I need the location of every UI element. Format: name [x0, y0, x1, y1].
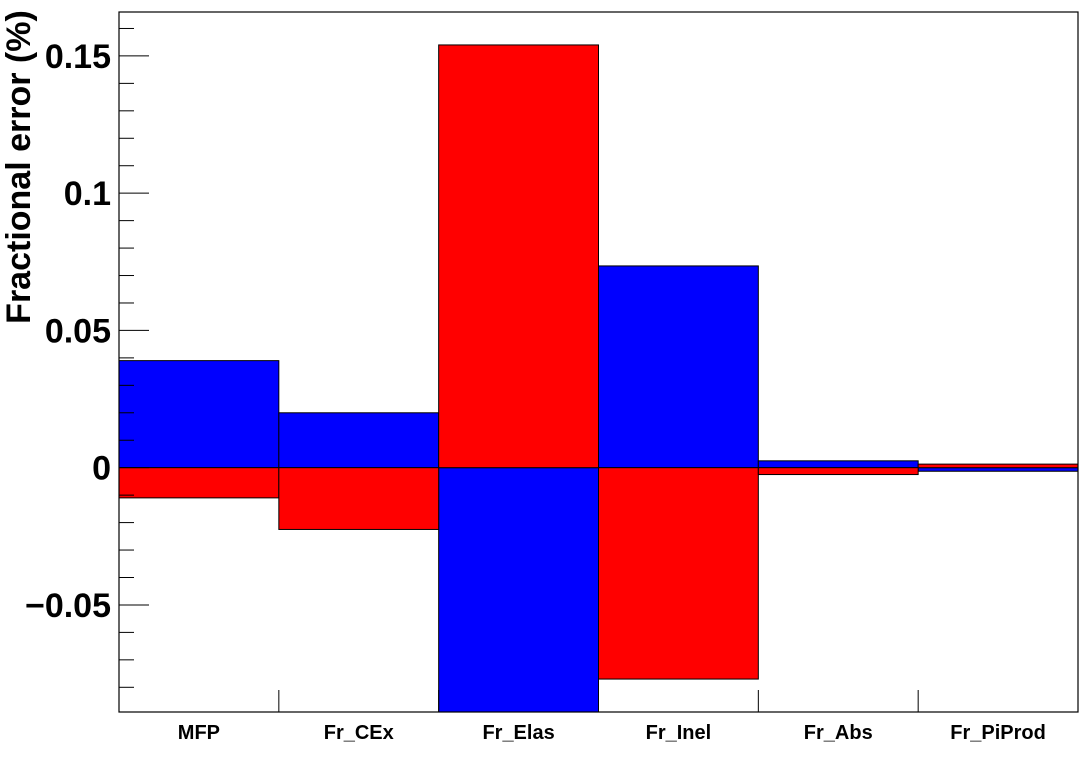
y-axis-label: Fractional error (%)	[0, 10, 38, 324]
y-tick-label: −0.05	[25, 587, 111, 625]
bars-layer	[119, 44, 1078, 712]
bar-series1-fr-cex	[278, 412, 440, 469]
bar-series1-fr-inel	[598, 265, 759, 469]
y-tick-label: 0.15	[45, 38, 111, 76]
x-tick-label-fr-inel: Fr_Inel	[646, 722, 712, 744]
x-tick-label-fr-abs: Fr_Abs	[804, 722, 873, 744]
bar-series2-fr-elas	[438, 44, 599, 469]
bar-group	[119, 44, 1078, 712]
axes-layer	[118, 11, 1079, 713]
bar-series2-fr-piprod	[917, 463, 1078, 469]
y-tick-label: 0.1	[64, 175, 111, 213]
labels-layer: −0.05 0 0.05 0.1 0.15 MFP Fr_CEx Fr_Elas Fr_Inel…	[25, 38, 1046, 744]
x-tick-label-mfp: MFP	[178, 722, 220, 744]
x-tick-label-fr-piprod: Fr_PiProd	[950, 722, 1046, 744]
bar-series1-fr-elas	[438, 467, 599, 712]
bar-series2-fr-cex	[278, 467, 440, 530]
bar-series2-mfp	[119, 467, 280, 499]
x-tick-label-fr-cex: Fr_CEx	[324, 722, 394, 744]
bar-series1-mfp	[119, 360, 280, 469]
bar-series2-fr-inel	[598, 467, 759, 680]
y-tick-label: 0.05	[45, 312, 111, 350]
bar-series1-fr-piprod	[917, 467, 1078, 472]
x-tick-label-fr-elas: Fr_Elas	[482, 722, 554, 744]
bar-series1-fr-abs	[757, 460, 919, 469]
bar-series2-fr-abs	[757, 467, 919, 476]
y-tick-label: 0	[92, 450, 111, 488]
